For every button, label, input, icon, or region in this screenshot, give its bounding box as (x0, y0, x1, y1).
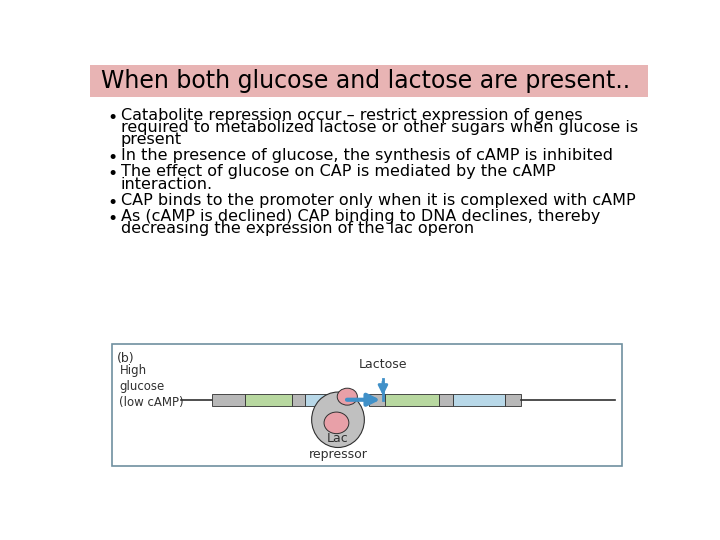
Bar (505, 394, 521, 406)
Text: The effect of glucose on CAP is mediated by the cAMP: The effect of glucose on CAP is mediated… (121, 165, 556, 179)
Text: Lactose: Lactose (359, 358, 408, 371)
Bar (245, 394, 292, 406)
Bar (90, 65, 648, 97)
Text: When both glucose and lactose are present..: When both glucose and lactose are presen… (101, 69, 630, 93)
Ellipse shape (337, 388, 357, 405)
Bar (369, 394, 384, 406)
Text: •: • (107, 210, 117, 228)
Bar (112, 345, 621, 466)
Bar (212, 394, 245, 406)
Text: Catabolite repression occur – restrict expression of genes: Catabolite repression occur – restrict e… (121, 108, 582, 123)
Bar (305, 394, 327, 406)
Text: As (cAMP is declined) CAP binding to DNA declines, thereby: As (cAMP is declined) CAP binding to DNA… (121, 209, 600, 224)
Text: decreasing the expression of the lac operon: decreasing the expression of the lac ope… (121, 221, 474, 236)
Text: •: • (107, 149, 117, 167)
Text: •: • (107, 193, 117, 212)
Text: CAP binds to the promoter only when it is complexed with cAMP: CAP binds to the promoter only when it i… (121, 193, 636, 208)
Bar (292, 394, 305, 406)
Text: (b): (b) (117, 352, 135, 365)
Text: •: • (107, 109, 117, 127)
Bar (384, 394, 438, 406)
Text: Lac
repressor: Lac repressor (309, 433, 367, 461)
Bar (438, 394, 453, 406)
Text: •: • (107, 165, 117, 183)
Text: In the presence of glucose, the synthesis of cAMP is inhibited: In the presence of glucose, the synthesi… (121, 148, 613, 164)
Ellipse shape (312, 392, 364, 448)
Text: interaction.: interaction. (121, 177, 213, 192)
Text: High
glucose
(low cAMP): High glucose (low cAMP) (120, 364, 184, 409)
Bar (453, 394, 505, 406)
Text: present: present (121, 132, 182, 147)
Ellipse shape (324, 412, 349, 434)
Text: required to metabolized lactose or other sugars when glucose is: required to metabolized lactose or other… (121, 120, 638, 135)
